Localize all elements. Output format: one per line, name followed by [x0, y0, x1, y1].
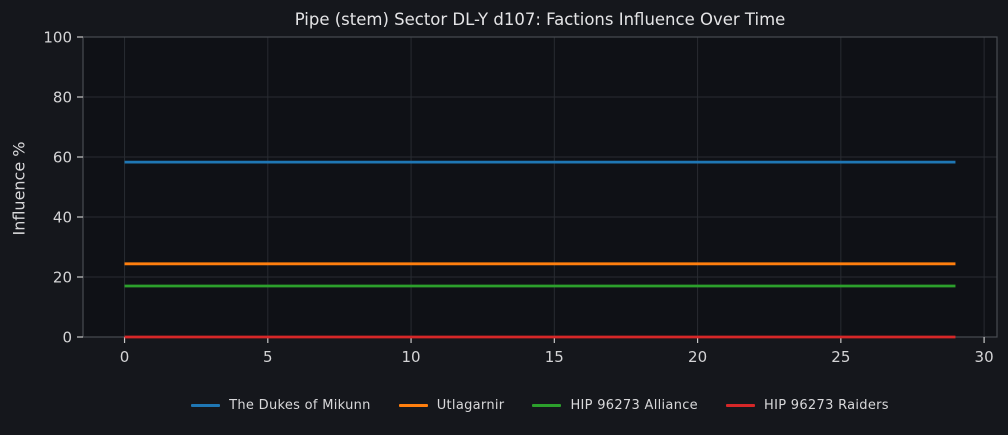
chart-title: Pipe (stem) Sector DL-Y d107: Factions I…	[294, 10, 786, 29]
x-tick-label: 10	[402, 348, 421, 366]
axes-background	[83, 37, 997, 337]
y-tick-label: 100	[43, 29, 72, 47]
x-tick-label: 5	[263, 348, 273, 366]
x-tick-label: 15	[545, 348, 564, 366]
y-tick-label: 40	[53, 209, 72, 227]
y-tick-label: 60	[53, 149, 72, 167]
x-tick-label: 30	[975, 348, 994, 366]
y-tick-label: 80	[53, 89, 72, 107]
legend-item: Utlagarnir	[398, 398, 505, 413]
x-tick-label: 20	[688, 348, 707, 366]
legend-swatch	[726, 404, 755, 407]
legend-swatch	[398, 404, 428, 407]
y-tick-label: 20	[53, 269, 72, 287]
legend-swatch	[191, 404, 221, 407]
legend-label: HIP 96273 Raiders	[764, 398, 889, 413]
y-axis-label: Influence %	[9, 141, 29, 236]
legend-item: HIP 96273 Alliance	[532, 398, 698, 413]
legend-label: HIP 96273 Alliance	[570, 398, 698, 413]
legend: The Dukes of Mikunn Utlagarnir HIP 96273 A…	[83, 398, 997, 413]
legend-label: Utlagarnir	[436, 398, 505, 413]
legend-label: The Dukes of Mikunn	[229, 398, 371, 413]
legend-item: The Dukes of Mikunn	[191, 398, 371, 413]
legend-item: HIP 96273 Raiders	[726, 398, 889, 413]
x-tick-label: 0	[120, 348, 130, 366]
legend-swatch	[532, 404, 562, 407]
y-tick-label: 0	[62, 329, 72, 347]
x-tick-label: 25	[831, 348, 850, 366]
